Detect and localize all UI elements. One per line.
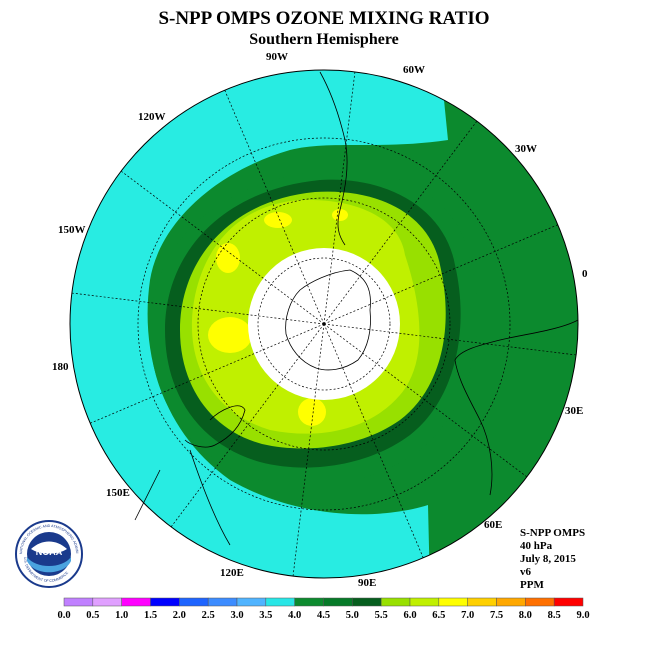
colorbar-swatch bbox=[150, 597, 180, 607]
colorbar-swatch bbox=[92, 597, 122, 607]
colorbar-swatch bbox=[525, 597, 555, 607]
colorbar-swatch bbox=[409, 597, 440, 607]
contour-yellow-patch-1 bbox=[216, 243, 240, 273]
info-date: July 8, 2015 bbox=[520, 553, 576, 565]
colorbar-tick-label: 4.5 bbox=[317, 610, 330, 621]
longitude-labels: 0 30E 60E 90E 120E 150E 180 150W 120W 90… bbox=[52, 51, 588, 589]
colorbar-tick-label: 5.5 bbox=[375, 610, 388, 621]
graticule bbox=[71, 71, 577, 577]
colorbar-tick-label: 7.0 bbox=[461, 610, 474, 621]
colorbar-ticks: 0.0 0.5 1.0 1.5 2.0 2.5 3.0 3.5 4.0 4.5 5.0 5.5 6.0 6… bbox=[57, 610, 589, 621]
colorbar-swatch bbox=[179, 597, 209, 607]
lon-label-60e: 60E bbox=[484, 519, 502, 531]
colorbar-tick-label: 9.0 bbox=[576, 610, 589, 621]
lon-label-120w: 120W bbox=[138, 111, 166, 123]
latitude-circle-2 bbox=[197, 197, 451, 451]
colorbar-swatch bbox=[323, 597, 353, 607]
colorbar-tick-label: 0.0 bbox=[57, 610, 70, 621]
colorbar-tick-label: 1.5 bbox=[144, 610, 157, 621]
colorbar-tick-label: 2.5 bbox=[202, 610, 215, 621]
ozone-field bbox=[70, 70, 578, 578]
colorbar-swatch bbox=[352, 597, 382, 607]
lon-label-0: 0 bbox=[582, 268, 588, 280]
lon-label-180: 180 bbox=[52, 361, 69, 373]
colorbar-tick-label: 4.0 bbox=[288, 610, 301, 621]
colorbar-tick-label: 8.5 bbox=[548, 610, 561, 621]
info-version: v6 bbox=[520, 566, 531, 578]
colorbar-swatch bbox=[438, 597, 468, 607]
colorbar-tick-label: 8.0 bbox=[519, 610, 532, 621]
logo-text: NOAA bbox=[36, 547, 63, 557]
logo-wave-icon bbox=[27, 557, 71, 573]
map-title: S-NPP OMPS OZONE MIXING RATIO bbox=[158, 8, 490, 29]
lon-label-90w: 90W bbox=[266, 51, 288, 63]
colorbar-tick-label: 2.0 bbox=[173, 610, 186, 621]
contour-yellow-patch-5 bbox=[332, 209, 348, 221]
latitude-circle-3 bbox=[257, 257, 391, 391]
colorbar-tick-label: 3.0 bbox=[230, 610, 243, 621]
lon-label-120e: 120E bbox=[220, 567, 244, 579]
lon-label-30w: 30W bbox=[515, 143, 537, 155]
colorbar-swatch bbox=[467, 597, 497, 607]
info-level: 40 hPa bbox=[520, 540, 553, 552]
lon-label-150w: 150W bbox=[58, 224, 86, 236]
contour-yellow-patch-3 bbox=[208, 317, 252, 353]
colorbar-swatch bbox=[553, 597, 584, 607]
lon-label-60w: 60W bbox=[403, 64, 425, 76]
colorbar-tick-label: 6.0 bbox=[403, 610, 416, 621]
colorbar-tick-label: 1.0 bbox=[115, 610, 128, 621]
colorbar-swatch bbox=[121, 597, 151, 607]
colorbar-swatches bbox=[63, 597, 584, 607]
colorbar-tick-label: 0.5 bbox=[86, 610, 99, 621]
coastlines bbox=[134, 71, 579, 546]
noaa-logo: NOAA NATIONAL OCEANIC AND ATMOSPHERIC AD… bbox=[14, 519, 83, 588]
contour-yellow-patch-4 bbox=[298, 398, 326, 426]
colorbar-swatch bbox=[496, 597, 526, 607]
lon-label-150e: 150E bbox=[106, 487, 130, 499]
lon-label-90e: 90E bbox=[358, 577, 376, 589]
latitude-circle-1 bbox=[137, 137, 511, 511]
colorbar-tick-label: 7.5 bbox=[490, 610, 503, 621]
map-subtitle: Southern Hemisphere bbox=[249, 31, 399, 48]
antarctica-coast bbox=[285, 269, 371, 371]
map-border bbox=[69, 69, 579, 579]
africa-coast bbox=[454, 319, 579, 496]
contour-yellow-patch-2 bbox=[264, 212, 292, 228]
colorbar-swatch bbox=[265, 597, 295, 607]
logo-bird-icon bbox=[31, 541, 67, 554]
lon-label-30e: 30E bbox=[565, 405, 583, 417]
contour-cyan bbox=[70, 70, 448, 578]
colorbar: 0.0 0.5 1.0 1.5 2.0 2.5 3.0 3.5 4.0 4.5 5.0 5.5 6.0 6… bbox=[57, 597, 590, 621]
south-america-coast bbox=[319, 71, 348, 246]
colorbar-swatch bbox=[380, 597, 411, 607]
info-block: S-NPP OMPS 40 hPa July 8, 2015 v6 PPM bbox=[520, 527, 585, 592]
colorbar-swatch bbox=[207, 597, 238, 607]
colorbar-swatch bbox=[294, 597, 324, 607]
colorbar-tick-label: 6.5 bbox=[432, 610, 445, 621]
colorbar-swatch bbox=[63, 597, 94, 607]
colorbar-swatch bbox=[236, 597, 267, 607]
info-instrument: S-NPP OMPS bbox=[520, 527, 586, 539]
colorbar-tick-label: 3.5 bbox=[259, 610, 272, 621]
info-units: PPM bbox=[520, 579, 544, 591]
colorbar-tick-label: 5.0 bbox=[346, 610, 359, 621]
